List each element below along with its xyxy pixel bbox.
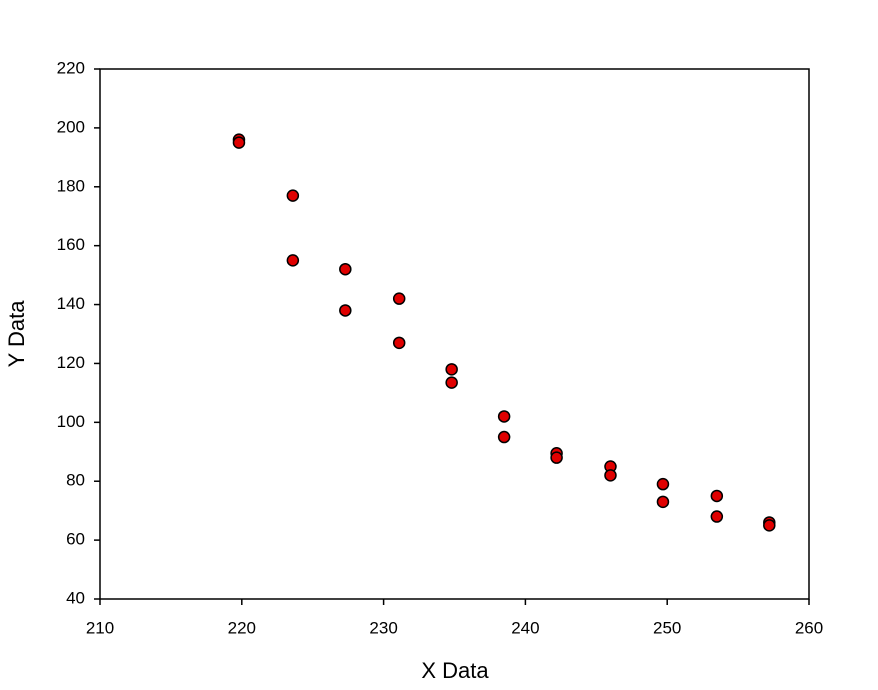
point — [550, 451, 563, 464]
x-tick-label: 220 — [228, 618, 256, 637]
y-tick-label: 40 — [66, 588, 85, 607]
x-tick-label: 260 — [795, 618, 823, 637]
point — [286, 254, 300, 267]
y-tick-label: 180 — [57, 176, 85, 195]
y-tick-label: 100 — [57, 412, 85, 431]
y-tick-label: 120 — [57, 353, 85, 372]
point — [339, 304, 352, 317]
x-tick-label: 240 — [511, 618, 539, 637]
y-tick-label: 160 — [57, 235, 85, 254]
point — [710, 489, 724, 503]
x-axis-title: X Data — [421, 658, 489, 683]
y-tick-label: 140 — [57, 294, 85, 313]
point — [392, 336, 406, 350]
point — [445, 363, 458, 376]
x-tick-label: 210 — [86, 618, 114, 637]
point — [497, 430, 511, 444]
point — [286, 189, 300, 202]
x-tick-label: 230 — [369, 618, 397, 637]
point — [656, 495, 670, 509]
y-tick-label: 60 — [66, 530, 85, 549]
point — [392, 292, 406, 305]
point — [445, 376, 458, 389]
y-tick-label: 220 — [57, 58, 85, 77]
point — [763, 519, 776, 532]
point — [604, 469, 617, 482]
point — [497, 410, 511, 423]
x-tick-label: 250 — [653, 618, 681, 637]
point — [710, 510, 724, 523]
point — [232, 136, 246, 149]
y-axis-title: Y Data — [4, 300, 29, 368]
point — [656, 477, 670, 491]
plot-frame — [99, 68, 810, 600]
point — [339, 262, 352, 276]
y-tick-label: 80 — [66, 471, 85, 490]
y-tick-label: 200 — [57, 117, 85, 136]
